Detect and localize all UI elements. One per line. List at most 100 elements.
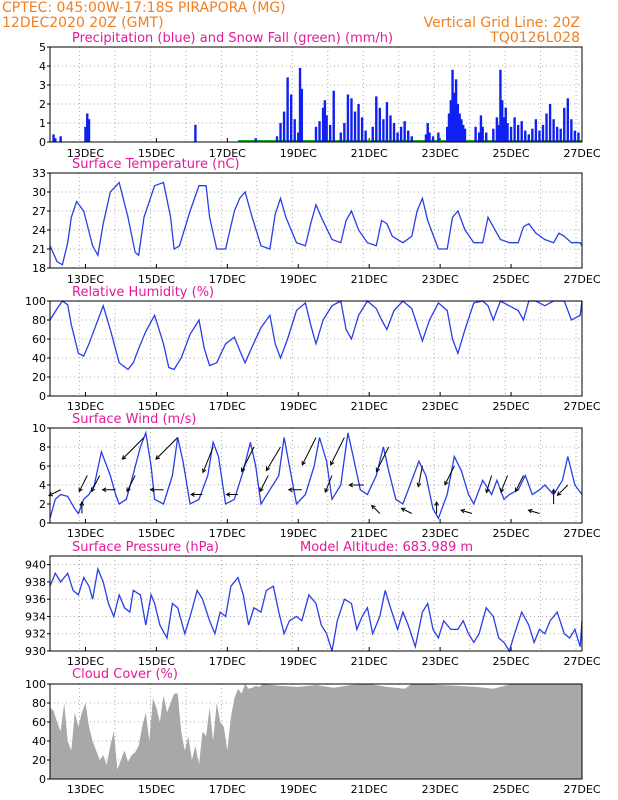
precip-bar [350,98,353,142]
wind-arrow [485,475,493,494]
temp-ytick-label: 30 [32,186,46,199]
precip-bar [458,113,461,142]
pres-date-label: 13DEC [67,655,104,668]
precip-bar [513,117,516,142]
precip-bar [447,113,451,142]
pres-ytick-label: 932 [25,628,46,641]
cloud-ytick-label: 40 [32,735,46,748]
precip-bar [385,102,389,142]
wind-arrow [155,437,179,460]
rh-date-label: 21DEC [351,400,388,413]
precip-bar [286,77,289,142]
wind-arrow [371,504,381,514]
precip-date-label: 23DEC [422,147,459,160]
humidity-plot: 0 20 40 60 80 100 13DEC 15DEC 17DEC 19DEC 21DEC 23D… [25,295,601,413]
precip-bar [389,115,392,142]
precip-date-label: 27DEC [563,147,600,160]
precip-frame [49,46,583,143]
precip-bar [424,134,428,142]
cloud-plot: 0 20 40 60 80 100 13DEC 15DEC 17DEC 19DEC 21DEC 23D… [25,678,601,796]
temp-date-label: 19DEC [280,273,317,286]
temperature-plot: 18 21 24 27 30 33 13DEC 15DEC 17DEC 19DEC 21DEC 23D… [32,167,601,286]
rh-ytick-label: 100 [25,295,46,308]
pressure-plot: 930 932 934 936 938 940 13DEC 15DEC 17DEC 19DEC 21… [25,555,601,668]
wind-arrow [400,507,412,514]
precip-bar [86,113,89,142]
precip-bar [426,123,429,142]
precip-bar [454,79,458,142]
wind-ytick-label: 2 [39,498,46,511]
precip-bar [495,117,499,142]
precip-bar [509,126,513,142]
temp-line [49,181,583,266]
cloud-ytick-label: 100 [25,678,46,691]
precip-bar [541,124,545,142]
precip-bar [463,128,467,142]
rh-ytick-label: 20 [32,371,46,384]
wind-arrow [259,475,269,493]
wind-ytick-label: 6 [39,460,46,473]
precip-bar [485,132,488,142]
precipitation-title: Precipitation (blue) and Snow Fall (gree… [72,31,393,46]
cloud-ytick-label: 20 [32,754,46,767]
precip-bar [506,123,509,142]
precip-ytick-label: 5 [39,41,46,54]
cloud-ytick-label: 60 [32,716,46,729]
cloud-ytick-label: 80 [32,697,46,710]
precip-bar [481,126,484,142]
temp-date-label: 17DEC [209,273,246,286]
pres-date-label: 23DEC [422,655,459,668]
pres-date-label: 27DEC [563,655,600,668]
pres-ytick-label: 936 [25,593,46,606]
rh-ytick-label: 60 [32,333,46,346]
temp-date-label: 13DEC [67,273,104,286]
wind-date-label: 17DEC [209,527,246,540]
precip-ytick-label: 1 [39,117,46,130]
wind-title: Surface Wind (m/s) [72,412,196,427]
precip-bar [437,132,440,142]
precip-bar [279,123,282,142]
wind-arrow [527,508,540,514]
precip-bar [474,126,477,142]
temp-ytick-label: 21 [32,243,46,256]
precip-date-label: 15DEC [138,147,175,160]
precip-bar [297,132,300,142]
precipitation-panel: Precipitation (blue) and Snow Fall (gree… [39,31,601,160]
precip-bar [407,130,410,142]
humidity-panel: Relative Humidity (%) 0 20 40 60 80 100 13DEC 1… [25,285,601,413]
wind-arrow [91,475,101,493]
pres-ytick-label: 930 [25,645,46,658]
wind-arrow [460,508,473,514]
precip-bar [524,130,527,142]
precip-bar [428,132,431,142]
header-run-time: 12DEC2020 20Z (GMT) [2,15,164,31]
precip-bar [332,90,335,142]
cloud-date-label: 19DEC [280,783,317,796]
temp-ytick-label: 24 [32,224,46,237]
cloud-date-label: 13DEC [67,783,104,796]
precip-bar [392,123,396,142]
cloud-date-label: 15DEC [138,783,175,796]
wind-arrow [348,482,364,488]
wind-arrow [444,465,455,486]
wind-arrow [324,475,333,493]
precip-bar [194,124,197,142]
precip-bar [364,130,367,142]
rh-date-label: 25DEC [493,400,530,413]
precip-bar [559,128,562,142]
wind-arrow [556,484,569,497]
precip-bar [375,96,378,142]
precip-bar [323,100,327,142]
precip-bar [254,138,257,142]
precip-bar [399,126,403,142]
wind-arrow [121,437,145,460]
wind-ytick-label: 10 [32,422,46,435]
precip-bar [300,88,304,142]
precip-bar [275,136,279,142]
precip-bar [293,119,296,142]
precip-bar [378,107,382,142]
rh-date-label: 19DEC [280,400,317,413]
temp-date-label: 25DEC [493,273,530,286]
temp-date-label: 27DEC [563,273,600,286]
precip-bar [534,119,538,142]
